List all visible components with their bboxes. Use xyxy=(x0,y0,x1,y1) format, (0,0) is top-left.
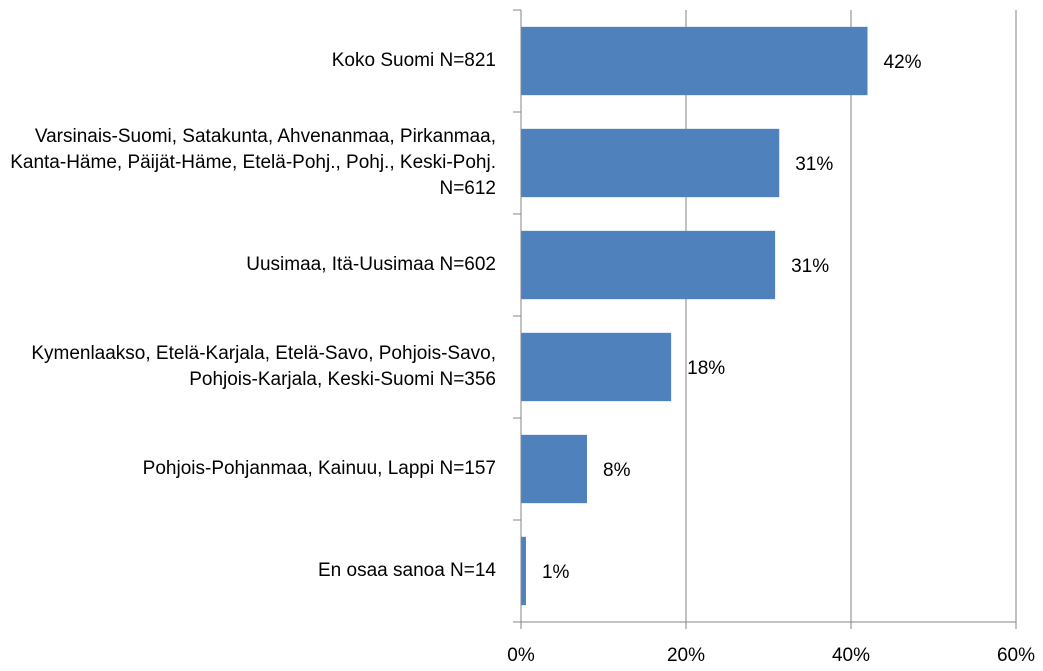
x-tick-label: 0% xyxy=(507,645,535,666)
x-tick-label: 20% xyxy=(667,645,705,666)
x-tick-label: 60% xyxy=(997,645,1035,666)
data-label: 1% xyxy=(542,562,570,583)
data-label: 42% xyxy=(884,52,922,73)
data-label: 31% xyxy=(791,256,829,277)
data-label: 31% xyxy=(795,154,833,175)
data-label: 18% xyxy=(687,358,725,379)
x-tick-label: 40% xyxy=(832,645,870,666)
bar xyxy=(521,230,776,300)
y-tick-label: Varsinais-Suomi, Satakunta, Ahvenanmaa, … xyxy=(10,126,496,199)
y-tick-label: Kymenlaakso, Etelä-Karjala, Etelä-Savo, … xyxy=(31,343,496,390)
bar xyxy=(521,434,587,504)
y-tick-label: Koko Suomi N=821 xyxy=(331,50,496,71)
y-tick-label: Uusimaa, Itä-Uusimaa N=602 xyxy=(246,254,496,275)
y-tick-label: Pohjois-Pohjanmaa, Kainuu, Lappi N=157 xyxy=(142,458,496,479)
bar xyxy=(521,536,526,606)
bar xyxy=(521,332,672,402)
bar xyxy=(521,128,780,198)
data-label: 8% xyxy=(603,460,631,481)
bar xyxy=(521,26,868,96)
y-tick-label: En osaa sanoa N=14 xyxy=(318,560,496,581)
